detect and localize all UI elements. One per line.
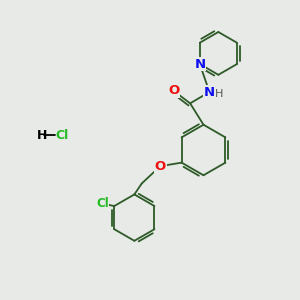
Text: Cl: Cl	[55, 129, 68, 142]
Text: H: H	[215, 88, 223, 98]
Text: N: N	[204, 85, 215, 98]
Text: O: O	[154, 160, 166, 173]
Text: O: O	[168, 84, 179, 98]
Text: Cl: Cl	[96, 197, 109, 210]
Text: N: N	[194, 58, 206, 70]
Text: H: H	[37, 129, 47, 142]
